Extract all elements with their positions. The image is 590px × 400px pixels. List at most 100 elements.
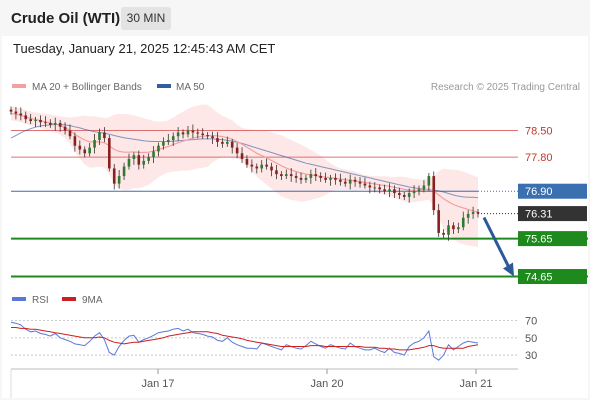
candle-body	[417, 189, 421, 192]
candle-body	[324, 177, 327, 180]
x-tick-label-jan-20: Jan 20	[310, 378, 343, 390]
candle-body	[373, 187, 377, 189]
candle-body	[442, 232, 445, 235]
level-label-75.65: 75.65	[525, 234, 553, 246]
level-label-76.31: 76.31	[525, 209, 553, 221]
candle-body	[186, 130, 190, 135]
candle-body	[437, 210, 440, 233]
price-labels-layer: 78.50 77.80 76.90 76.31 75.65 74.65	[482, 126, 587, 285]
chart-header: Crude Oil (WTI) 30 MIN	[0, 0, 590, 36]
candle-body	[471, 212, 475, 214]
level-label-box-74.65	[518, 269, 587, 285]
candle-body	[407, 193, 411, 197]
candle-body	[117, 176, 121, 184]
candle-body	[78, 145, 82, 150]
candle-body	[191, 130, 195, 133]
candle-body	[230, 141, 234, 148]
candle-body	[314, 174, 318, 177]
candle-body	[466, 213, 470, 218]
candle-body	[348, 179, 352, 184]
level-label-box-75.65	[518, 231, 587, 247]
candle-body	[68, 130, 72, 137]
candle-body	[260, 164, 264, 169]
candle-body	[309, 174, 313, 178]
candle-body	[304, 177, 308, 180]
level-label-78.50: 78.50	[525, 126, 553, 138]
candle-body	[73, 136, 77, 146]
moving-average-layer	[10, 112, 479, 213]
candle-body	[24, 115, 28, 120]
candle-body	[299, 177, 303, 180]
candle-body	[171, 136, 175, 141]
candle-body	[432, 176, 436, 211]
candle-body	[339, 179, 342, 182]
candle-body	[422, 185, 426, 190]
candle-body	[319, 176, 322, 178]
candle-body	[34, 119, 37, 122]
forecast-arrow-head	[503, 262, 514, 277]
rsi-ma9-legend-label: 9MA	[82, 295, 103, 306]
candle-body	[152, 151, 155, 158]
candle-body	[329, 177, 332, 180]
candle-body	[368, 185, 372, 188]
candle-body	[412, 191, 416, 194]
candle-body	[63, 126, 67, 131]
candle-body	[29, 119, 32, 122]
candle-body	[137, 155, 141, 165]
legend-bollinger-label: MA 20 + Bollinger Bands	[32, 82, 142, 93]
candle-body	[225, 141, 229, 144]
x-axis-ticks: Jan 17 Jan 20 Jan 21	[141, 369, 493, 390]
candle-body	[452, 225, 455, 230]
legend-swatch-bollinger	[12, 84, 26, 88]
candle-body	[14, 111, 18, 114]
level-label-76.90: 76.90	[525, 186, 553, 198]
candle-body	[334, 177, 337, 180]
candle-body	[147, 157, 150, 161]
candle-body	[447, 225, 450, 235]
candle-body	[250, 164, 254, 167]
candle-body	[58, 122, 62, 127]
rsi-level-label-70: 70	[525, 316, 537, 328]
candle-body	[275, 170, 278, 175]
candle-body	[240, 153, 244, 159]
candle-body	[265, 164, 268, 167]
candle-body	[383, 189, 386, 192]
timeframe-badge[interactable]: 30 MIN	[121, 7, 171, 30]
candle-body	[142, 160, 146, 165]
candle-body	[378, 187, 381, 190]
ma20-line	[10, 112, 479, 213]
candle-body	[44, 122, 47, 124]
candle-body	[49, 122, 52, 125]
candle-body	[393, 189, 396, 194]
candle-body	[358, 181, 362, 184]
x-tick-label-jan-17: Jan 17	[141, 378, 174, 390]
candle-body	[457, 227, 460, 230]
candle-body	[294, 176, 298, 178]
candle-body	[255, 166, 259, 169]
candle-body	[461, 217, 465, 228]
price-levels-layer	[11, 130, 588, 278]
candle-body	[221, 141, 224, 144]
research-credit: Research © 2025 Trading Central	[431, 82, 580, 93]
rsi-layer: 70 50 30	[10, 316, 537, 362]
candle-body	[83, 149, 87, 154]
candle-body	[343, 181, 347, 184]
ma50-line	[10, 124, 479, 199]
candle-body	[363, 183, 367, 186]
candle-body	[93, 140, 96, 148]
rsi-level-label-30: 30	[525, 350, 537, 362]
candle-body	[398, 193, 401, 195]
candle-body	[201, 133, 205, 136]
timestamp: Tuesday, January 21, 2025 12:45:43 AM CE…	[13, 41, 276, 56]
level-label-77.80: 77.80	[525, 152, 553, 164]
legend-swatch-ma9	[62, 297, 76, 301]
level-label-box-76.31	[518, 206, 587, 222]
candle-body	[103, 132, 106, 139]
candlestick-layer	[9, 106, 480, 241]
candle-body	[216, 138, 219, 142]
rsi-level-label-50: 50	[525, 333, 537, 345]
legend-swatch-ma50	[157, 84, 171, 88]
candle-body	[211, 136, 214, 139]
level-label-box-76.90	[518, 183, 587, 199]
bollinger-band-layer	[11, 104, 478, 247]
